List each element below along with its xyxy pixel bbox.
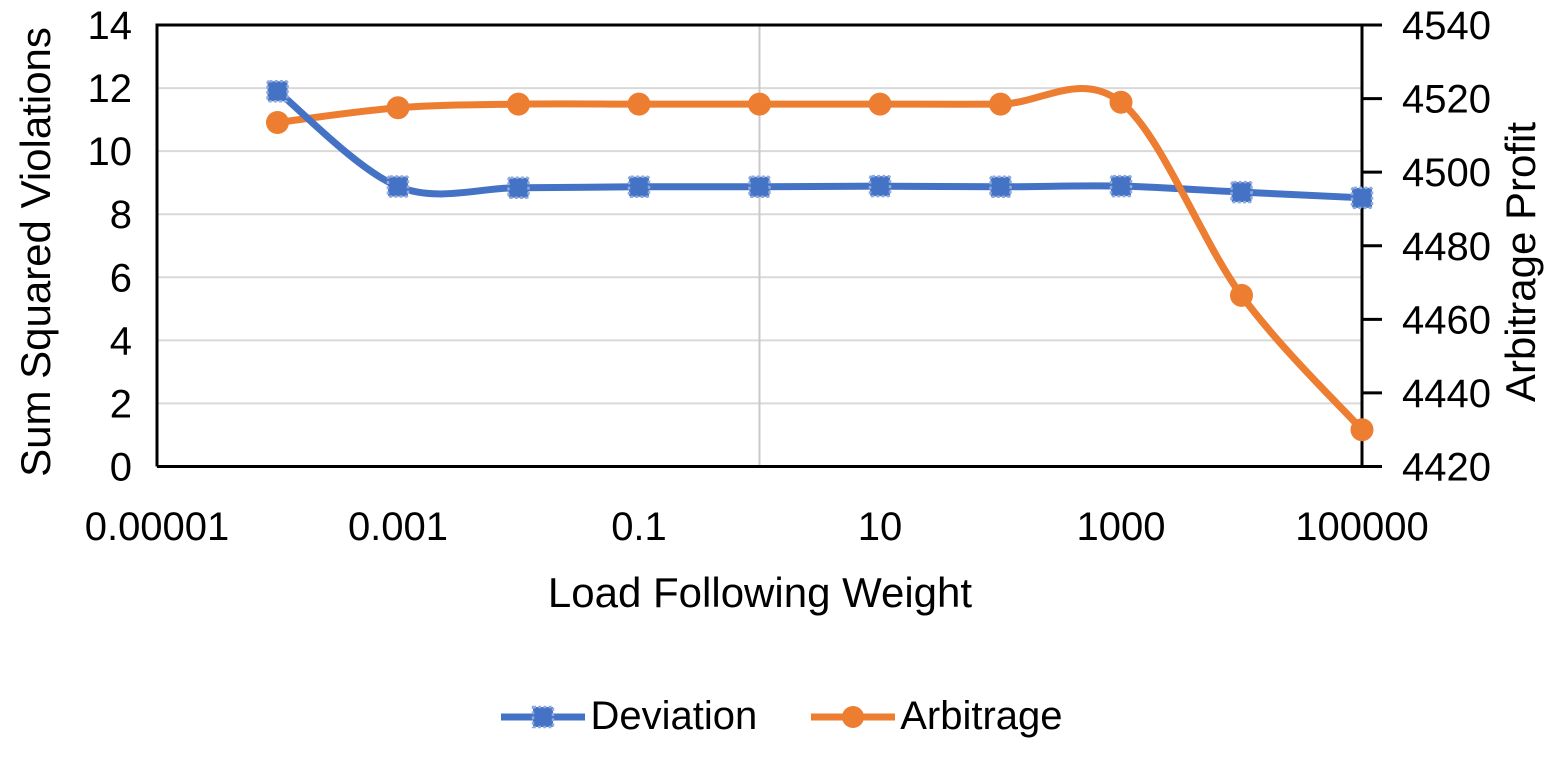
left-y-tick-label: 0 — [110, 446, 132, 490]
deviation-marker — [627, 175, 651, 199]
left-y-tick-label: 6 — [110, 256, 132, 300]
deviation-line — [274, 87, 1366, 202]
deviation-marker — [748, 175, 771, 199]
x-tick-label: 0.1 — [611, 505, 667, 549]
x-tick-label: 0.001 — [348, 505, 448, 549]
arbitrage-line — [274, 85, 1366, 434]
deviation-marker — [266, 79, 289, 103]
legend-label-deviation: Deviation — [590, 694, 758, 738]
left-y-tick-label: 4 — [110, 319, 132, 363]
x-tick-label: 0.00001 — [85, 505, 230, 549]
left-y-axis-title: Sum Squared Violations — [12, 27, 59, 477]
right-y-tick-label: 4480 — [1402, 225, 1491, 269]
left-y-tick-label: 2 — [110, 382, 132, 426]
right-y-tick-label: 4420 — [1402, 446, 1491, 490]
right-y-axis-title: Arbitrage Profit — [1497, 121, 1544, 403]
arbitrage-marker — [868, 92, 892, 116]
deviation-marker — [989, 175, 1012, 199]
deviation-legend-swatch — [501, 705, 586, 728]
deviation-marker — [1350, 186, 1374, 210]
legend-item-arbitrage: Arbitrage — [809, 694, 1063, 739]
arbitrage-marker — [1350, 418, 1374, 442]
x-tick-label: 1000 — [1077, 505, 1166, 549]
deviation-legend-marker-icon — [532, 705, 555, 728]
deviation-marker — [868, 174, 892, 198]
legend-label-arbitrage: Arbitrage — [900, 694, 1063, 738]
deviation-marker — [507, 176, 530, 199]
right-y-tick-label: 4460 — [1402, 298, 1491, 342]
right-y-tick-label: 4520 — [1402, 78, 1491, 122]
arbitrage-marker — [1230, 283, 1253, 307]
left-y-tick-label: 12 — [88, 67, 133, 111]
arbitrage-marker — [627, 92, 651, 116]
arbitrage-legend-swatch — [811, 705, 896, 728]
arbitrage-marker — [386, 96, 410, 120]
arbitrage-legend-marker-icon — [842, 705, 865, 728]
arbitrage-marker — [989, 92, 1012, 116]
right-y-tick-label: 4540 — [1402, 4, 1491, 48]
right-y-tick-label: 4440 — [1402, 372, 1491, 416]
x-tick-label: 10 — [858, 505, 903, 549]
arbitrage-marker — [748, 92, 771, 116]
left-y-tick-label: 8 — [110, 193, 132, 237]
arbitrage-marker — [507, 92, 530, 116]
right-y-tick-label: 4500 — [1402, 151, 1491, 195]
left-y-tick-label: 10 — [88, 130, 133, 174]
arbitrage-marker — [266, 110, 289, 134]
x-tick-label: 100000 — [1295, 505, 1428, 549]
legend: Deviation Arbitrage — [0, 694, 1562, 739]
legend-item-deviation: Deviation — [499, 694, 757, 739]
left-y-tick-label: 14 — [88, 4, 133, 48]
deviation-marker — [1230, 180, 1253, 204]
x-axis-title: Load Following Weight — [547, 569, 973, 616]
deviation-marker — [386, 175, 410, 198]
deviation-marker — [1109, 174, 1133, 198]
